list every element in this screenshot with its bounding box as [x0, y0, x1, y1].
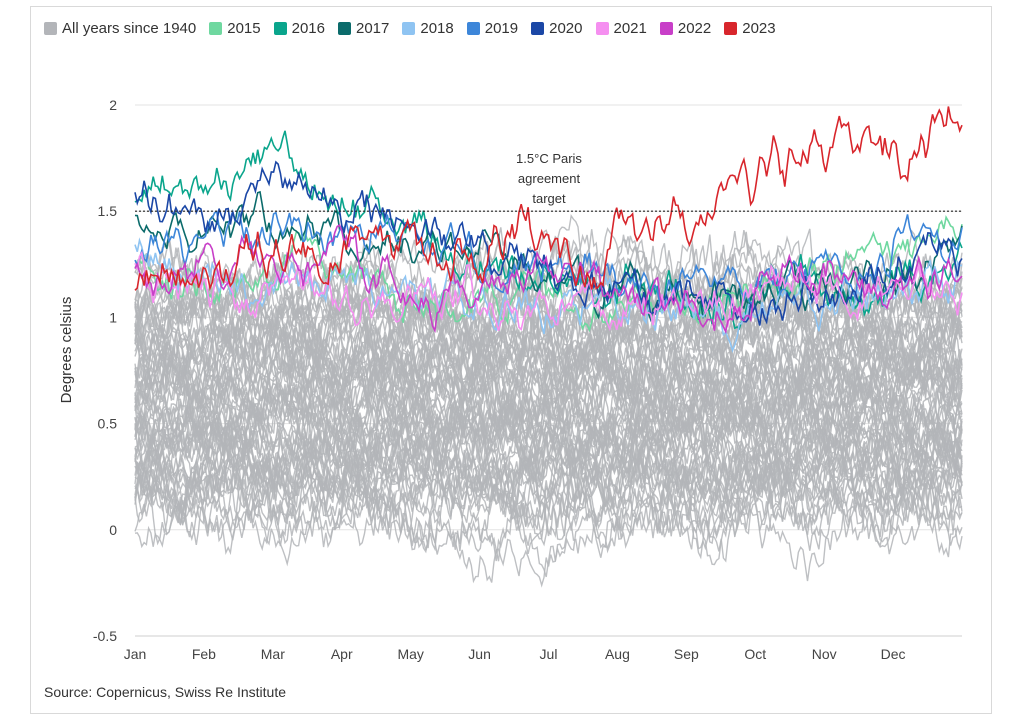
x-tick-label-mar: Mar [261, 646, 285, 662]
legend-label-2020: 2020 [549, 19, 583, 37]
legend-item-2018[interactable]: 2018 [402, 19, 454, 37]
legend-item-2016[interactable]: 2016 [273, 19, 325, 37]
x-tick-label-sep: Sep [674, 646, 699, 662]
series-line-2021 [134, 250, 963, 332]
y-tick-label-0.5: 0.5 [98, 416, 118, 432]
legend-label-2017: 2017 [356, 19, 390, 37]
annotation-line-2: agreement [518, 171, 581, 186]
legend-swatch-2017 [338, 21, 351, 35]
annotation-line-1: 1.5°C Paris [516, 151, 582, 166]
background-year-line [134, 315, 963, 434]
x-tick-label-feb: Feb [192, 646, 216, 662]
chart-legend: All years since 1940 2015 2016 2017 2018… [44, 17, 789, 39]
legend-swatch-2018 [402, 21, 416, 35]
legend-swatch-2015 [209, 21, 223, 35]
legend-label-2018: 2018 [420, 19, 454, 37]
highlight-year-lines [134, 106, 963, 354]
legend-swatch-2023 [724, 21, 738, 35]
x-tick-label-jul: Jul [540, 646, 558, 662]
background-year-line [134, 366, 963, 483]
legend-label-all-years: All years since 1940 [62, 19, 197, 37]
legend-label-2022: 2022 [677, 19, 712, 37]
legend-swatch-2021 [595, 21, 609, 35]
legend-item-2022[interactable]: 2022 [659, 19, 712, 37]
x-tick-label-jan: Jan [124, 646, 147, 662]
annotation-line-3: target [532, 191, 566, 206]
legend-label-2015: 2015 [227, 19, 261, 37]
legend-item-all-years[interactable]: All years since 1940 [44, 20, 196, 37]
legend-swatch-2016 [273, 21, 287, 35]
x-tick-label-dec: Dec [881, 646, 906, 662]
legend-item-2020[interactable]: 2020 [531, 19, 583, 37]
paris-target-annotation: 1.5°C Paris agreement target [516, 151, 582, 206]
x-tick-label-apr: Apr [331, 646, 353, 662]
y-tick-label-1.5: 1.5 [98, 203, 118, 219]
legend-item-2017[interactable]: 2017 [338, 20, 389, 37]
y-axis-ticks: -0.5 0 0.5 1 1.5 2 [93, 97, 117, 644]
x-tick-label-nov: Nov [812, 646, 837, 662]
legend-label-2016: 2016 [291, 19, 325, 37]
x-axis-ticks: Jan Feb Mar Apr May Jun Jul Aug Sep Oct Nov Dec [124, 646, 906, 662]
legend-item-2015[interactable]: 2015 [209, 19, 261, 37]
x-tick-label-may: May [397, 646, 423, 662]
source-note: Source: Copernicus, Swiss Re Institute [44, 684, 286, 700]
y-axis-title: Degrees celsius [58, 297, 75, 404]
y-tick-label-0: 0 [109, 522, 117, 538]
legend-swatch-all-years [44, 21, 57, 35]
legend-swatch-2019 [466, 21, 480, 35]
legend-swatch-2022 [659, 21, 673, 35]
legend-item-2019[interactable]: 2019 [466, 19, 519, 37]
background-year-line [134, 230, 963, 366]
series-line-2023 [134, 106, 963, 291]
legend-item-2021[interactable]: 2021 [595, 19, 647, 37]
series-line-2019 [134, 208, 963, 312]
x-tick-label-oct: Oct [744, 646, 766, 662]
y-tick-label-1: 1 [109, 309, 117, 325]
legend-swatch-2020 [531, 21, 545, 35]
background-year-line [134, 320, 963, 436]
y-tick-label-2: 2 [109, 97, 117, 113]
legend-item-2023[interactable]: 2023 [724, 19, 776, 37]
series-line-2015 [134, 215, 963, 333]
y-tick-label--0.5: -0.5 [93, 628, 117, 644]
x-tick-label-aug: Aug [605, 646, 630, 662]
legend-label-2021: 2021 [613, 19, 647, 37]
series-line-2022 [134, 223, 963, 335]
legend-label-2019: 2019 [484, 19, 519, 37]
x-tick-label-jun: Jun [468, 646, 491, 662]
legend-label-2023: 2023 [742, 19, 776, 37]
background-year-line [134, 374, 963, 510]
